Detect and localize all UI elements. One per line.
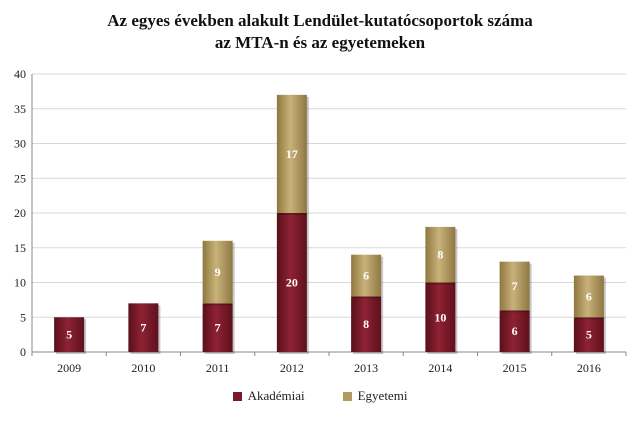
legend-item-akademiai: Akadémiai xyxy=(232,388,305,404)
bar-akademiai-2012 xyxy=(276,213,307,352)
data-label-akademiai-2016: 5 xyxy=(586,328,592,342)
bar-egyetemi-2014 xyxy=(425,226,456,283)
bar-akademiai-2010 xyxy=(128,303,159,352)
data-labels: 5 7 7 9 20 17 8 6 10 8 6 7 5 6 xyxy=(66,147,592,342)
legend-swatch-egyetemi xyxy=(342,391,352,401)
bar-egyetemi-2015 xyxy=(499,261,530,311)
legend: Akadémiai Egyetemi xyxy=(0,388,640,404)
legend-label-egyetemi: Egyetemi xyxy=(357,388,408,403)
y-tick-label-5: 5 xyxy=(20,310,26,324)
bar-akademiai-2014 xyxy=(425,282,456,352)
bar-egyetemi-2011 xyxy=(202,240,233,304)
legend-label-akademiai: Akadémiai xyxy=(247,388,305,403)
chart-title-line-2: az MTA-n és az egyetemeken xyxy=(214,33,426,52)
bar-akademiai-2016 xyxy=(573,317,604,352)
data-label-egyetemi-2015: 7 xyxy=(512,279,518,293)
bars xyxy=(54,94,606,354)
y-tick-label-10: 10 xyxy=(14,276,26,290)
legend-item-egyetemi: Egyetemi xyxy=(342,388,408,404)
data-label-akademiai-2009: 5 xyxy=(66,328,72,342)
y-tick-label-20: 20 xyxy=(14,206,26,220)
y-tick-label-15: 15 xyxy=(14,241,26,255)
data-label-akademiai-2013: 8 xyxy=(363,317,369,331)
x-tick-label-2012: 2012 xyxy=(280,361,304,375)
x-tick-label-2013: 2013 xyxy=(354,361,378,375)
data-label-akademiai-2010: 7 xyxy=(140,321,146,335)
y-tick-label-40: 40 xyxy=(14,67,26,81)
data-label-akademiai-2015: 6 xyxy=(512,324,518,338)
bar-egyetemi-2016 xyxy=(573,275,604,318)
data-label-egyetemi-2011: 9 xyxy=(215,265,221,279)
bar-akademiai-2009 xyxy=(54,317,85,352)
x-tick-label-2015: 2015 xyxy=(503,361,527,375)
y-tick-label-25: 25 xyxy=(14,171,26,185)
bar-egyetemi-2012 xyxy=(276,94,307,213)
y-tick-label-0: 0 xyxy=(20,345,26,359)
bar-akademiai-2015 xyxy=(499,310,530,352)
x-tick-label-2014: 2014 xyxy=(428,361,452,375)
y-tick-label-35: 35 xyxy=(14,102,26,116)
data-label-egyetemi-2013: 6 xyxy=(363,269,369,283)
bar-akademiai-2011 xyxy=(202,303,233,352)
data-label-egyetemi-2014: 8 xyxy=(437,248,443,262)
bar-akademiai-2013 xyxy=(351,296,382,352)
data-label-egyetemi-2012: 17 xyxy=(286,147,298,161)
chart-title-line-1: Az egyes években alakult Lendület-kutató… xyxy=(107,11,533,30)
data-label-akademiai-2012: 20 xyxy=(286,276,298,290)
y-tick-label-30: 30 xyxy=(14,137,26,151)
data-label-akademiai-2014: 10 xyxy=(434,310,446,324)
data-label-egyetemi-2016: 6 xyxy=(586,289,592,303)
data-label-akademiai-2011: 7 xyxy=(215,321,221,335)
bar-egyetemi-2013 xyxy=(351,254,382,297)
x-tick-label-2016: 2016 xyxy=(577,361,601,375)
chart-title: Az egyes években alakult Lendület-kutató… xyxy=(0,10,640,54)
gridlines xyxy=(32,73,626,318)
x-tick-label-2009: 2009 xyxy=(57,361,81,375)
legend-swatch-akademiai xyxy=(232,391,242,401)
x-tick-label-2010: 2010 xyxy=(131,361,155,375)
x-tick-label-2011: 2011 xyxy=(206,361,230,375)
